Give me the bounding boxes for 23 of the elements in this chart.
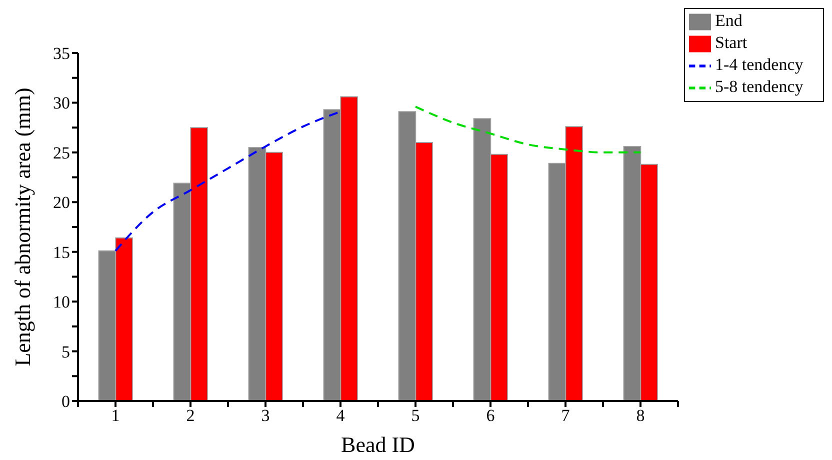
x-tick-label: 3: [261, 406, 270, 426]
x-tick-label: 1: [111, 406, 120, 426]
x-tick-label: 7: [561, 406, 570, 426]
y-tick-label: 15: [53, 242, 70, 262]
y-tick-label: 35: [53, 44, 70, 64]
y-tick-label: 10: [53, 292, 70, 312]
legend-label: End: [715, 11, 742, 30]
legend-label: 1-4 tendency: [715, 55, 804, 74]
legend-label: 5-8 tendency: [715, 77, 804, 96]
y-tick-label: 20: [53, 193, 70, 212]
y-tick-label: 25: [53, 143, 70, 162]
y-tick-label: 5: [62, 342, 70, 362]
y-tick-label: 0: [62, 392, 70, 412]
x-tick-label: 8: [636, 406, 645, 426]
line-series: [414, 106, 642, 154]
x-axis-title: Bead ID: [341, 432, 415, 457]
y-axis-title: Length of abnormity area (mm): [10, 88, 35, 366]
x-tick-label: 2: [186, 406, 195, 426]
x-tick-label: 5: [411, 406, 420, 426]
legend-label: Start: [715, 33, 748, 52]
x-tick-label: 6: [486, 406, 495, 426]
x-tick-label: 4: [336, 406, 346, 426]
y-tick-label: 30: [53, 94, 70, 113]
